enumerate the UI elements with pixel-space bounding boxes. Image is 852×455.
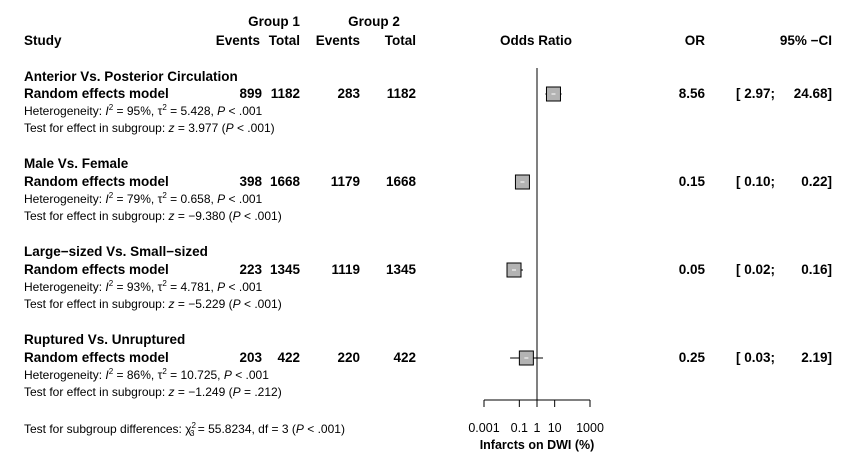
events2-value: 220 (337, 350, 360, 365)
ci-low: [ 0.03; (736, 350, 776, 365)
model-label: Random effects model (24, 262, 169, 277)
total1-value: 1182 (270, 86, 300, 101)
events1-value: 899 (239, 86, 262, 101)
total1-value: 1345 (269, 262, 300, 277)
effect-test-line: Test for effect in subgroup: z = −9.380 … (24, 209, 282, 223)
total2-value: 1668 (385, 174, 416, 189)
model-label: Random effects model (24, 174, 169, 189)
ci-high: 24.68] (793, 86, 832, 101)
x-tick-label: 0.001 (468, 421, 499, 435)
subgroup-differences-line: Test for subgroup differences: χ23 = 55.… (24, 421, 345, 439)
events1-value: 223 (239, 262, 262, 277)
or-value: 8.56 (678, 86, 705, 101)
subgroup-title: Anterior Vs. Posterior Circulation (24, 69, 238, 84)
or-value: 0.15 (678, 174, 705, 189)
total1-value: 1668 (269, 174, 300, 189)
events2-header: Events (315, 33, 360, 48)
events2-value: 1119 (331, 262, 360, 277)
heterogeneity-line: Heterogeneity: I2 = 95%, τ2 = 5.428, P <… (24, 103, 263, 118)
study-header: Study (24, 33, 62, 48)
events1-value: 203 (239, 350, 262, 365)
odds-ratio-header: Odds Ratio (499, 33, 572, 48)
total1-header: Total (268, 33, 300, 48)
events2-value: 283 (337, 86, 360, 101)
ci-high: 0.22] (801, 174, 832, 189)
group2-header: Group 2 (348, 14, 400, 29)
effect-test-line: Test for effect in subgroup: z = 3.977 (… (24, 121, 275, 135)
ci-high: 0.16] (801, 262, 832, 277)
model-label: Random effects model (24, 350, 169, 365)
x-axis-label: Infarcts on DWI (%) (480, 438, 595, 452)
events1-value: 398 (239, 174, 262, 189)
model-label: Random effects model (24, 86, 169, 101)
heterogeneity-line: Heterogeneity: I2 = 79%, τ2 = 0.658, P <… (24, 191, 263, 206)
effect-test-line: Test for effect in subgroup: z = −5.229 … (24, 297, 282, 311)
x-tick-label: 1 (534, 421, 541, 435)
ci-low: [ 0.02; (736, 262, 776, 277)
effect-test-line: Test for effect in subgroup: z = −1.249 … (24, 385, 282, 399)
subgroup-title: Large−sized Vs. Small−sized (24, 244, 208, 259)
ci-high: 2.19] (801, 350, 832, 365)
heterogeneity-line: Heterogeneity: I2 = 86%, τ2 = 10.725, P … (24, 367, 269, 382)
x-tick-label: 0.1 (511, 421, 528, 435)
total1-value: 422 (277, 350, 300, 365)
events1-header: Events (215, 33, 260, 48)
total2-value: 1345 (385, 262, 416, 277)
or-value: 0.25 (678, 350, 705, 365)
x-tick-label: 1000 (576, 421, 604, 435)
subgroup-title: Ruptured Vs. Unruptured (24, 332, 186, 347)
ci-low: [ 2.97; (736, 86, 776, 101)
x-tick-label: 10 (548, 421, 562, 435)
group1-header: Group 1 (248, 14, 300, 29)
ci-low: [ 0.10; (736, 174, 776, 189)
total2-value: 1182 (386, 86, 416, 101)
events2-value: 1179 (330, 174, 360, 189)
total2-value: 422 (393, 350, 416, 365)
heterogeneity-line: Heterogeneity: I2 = 93%, τ2 = 4.781, P <… (24, 279, 263, 294)
subgroup-title: Male Vs. Female (24, 156, 129, 171)
or-value: 0.05 (678, 262, 705, 277)
total2-header: Total (384, 33, 416, 48)
or-header: OR (684, 33, 705, 48)
ci-header: 95% −CI (779, 33, 832, 48)
